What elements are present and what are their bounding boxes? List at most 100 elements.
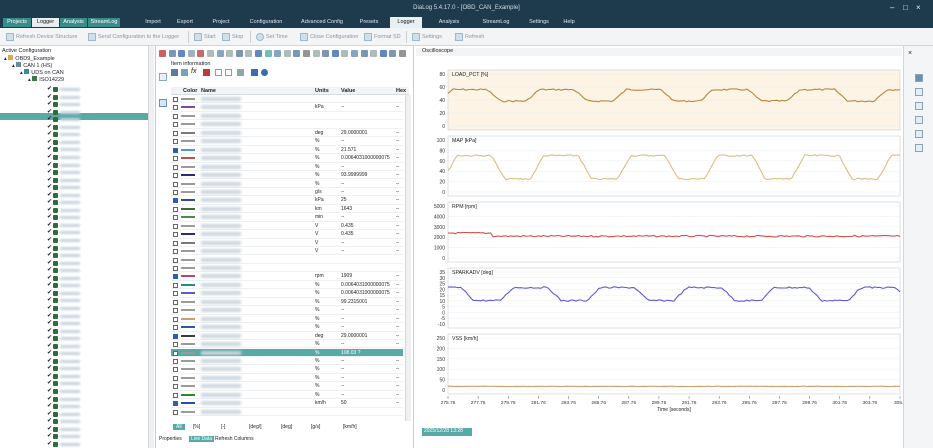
table-row[interactable]: V 0.435 -- <box>171 230 403 239</box>
checkbox-checked-icon[interactable]: ✔ <box>47 274 53 281</box>
color-swatch[interactable] <box>181 410 195 413</box>
close-config-button[interactable]: Close Configuration <box>300 32 358 42</box>
checkbox-checked-icon[interactable]: ✔ <box>47 123 53 130</box>
checkbox-checked-icon[interactable]: ✔ <box>47 320 53 327</box>
color-swatch[interactable] <box>181 114 195 117</box>
table-row[interactable]: V -- -- <box>171 247 403 256</box>
color-swatch[interactable] <box>181 165 195 168</box>
color-swatch[interactable] <box>181 376 195 379</box>
menu-advanced-config[interactable]: Advanced Config <box>301 19 343 25</box>
row-checkbox[interactable] <box>173 342 178 348</box>
checkbox-checked-icon[interactable]: ✔ <box>47 297 53 304</box>
menu-logger[interactable]: Logger <box>390 17 422 28</box>
menu-help[interactable]: Help <box>563 19 575 25</box>
checkbox-checked-icon[interactable]: ✔ <box>47 146 53 153</box>
settings-button[interactable]: Settings <box>412 32 442 42</box>
tree-leaf-item[interactable]: ✔ <box>47 169 80 176</box>
tree-leaf-item[interactable]: ✔ <box>47 86 80 93</box>
tree-leaf-item[interactable]: ✔ <box>47 237 80 244</box>
color-swatch[interactable] <box>181 359 195 362</box>
tree-leaf-item[interactable]: ✔ <box>47 320 80 327</box>
checkbox-checked-icon[interactable]: ✔ <box>47 425 53 432</box>
color-swatch[interactable] <box>181 233 195 236</box>
toolbar-icon[interactable] <box>197 50 205 57</box>
tree-leaf-item[interactable]: ✔ <box>47 418 80 425</box>
workspace-tab-analysis[interactable]: Analysis <box>60 18 87 27</box>
checkbox-checked-icon[interactable]: ✔ <box>47 184 53 191</box>
checkbox-checked-icon[interactable]: ✔ <box>47 365 53 372</box>
checkbox-checked-icon[interactable]: ✔ <box>47 440 53 447</box>
row-checkbox[interactable] <box>173 147 178 153</box>
row-checkbox[interactable] <box>173 266 178 271</box>
table-row[interactable]: % 0.0064031000000075 -- <box>171 289 403 298</box>
checkbox-checked-icon[interactable]: ✔ <box>47 403 53 410</box>
row-checkbox[interactable] <box>173 282 178 288</box>
tree-leaf-item[interactable]: ✔ <box>47 146 80 153</box>
color-swatch[interactable] <box>181 300 195 303</box>
tree-leaf-item[interactable]: ✔ <box>47 116 80 123</box>
workspace-tab-projects[interactable]: Projects <box>3 18 31 27</box>
table-row[interactable]: kPa 25 -- <box>171 196 403 205</box>
maximize-button[interactable]: □ <box>903 3 908 12</box>
checkbox-checked-icon[interactable]: ✔ <box>47 131 53 138</box>
tree-leaf-item[interactable]: ✔ <box>47 380 80 387</box>
tree-leaf-item[interactable]: ✔ <box>47 440 80 448</box>
row-checkbox[interactable] <box>173 291 178 297</box>
columns-icon[interactable] <box>225 69 232 76</box>
color-swatch[interactable] <box>181 123 195 126</box>
color-swatch[interactable] <box>181 157 195 160</box>
checkbox-checked-icon[interactable]: ✔ <box>47 372 53 379</box>
col-units[interactable]: Units <box>315 88 329 94</box>
tree-leaf-item[interactable]: ✔ <box>47 274 80 282</box>
grid-icon[interactable] <box>215 69 222 76</box>
checkbox-checked-icon[interactable]: ✔ <box>47 93 53 100</box>
row-checkbox[interactable] <box>173 130 178 136</box>
add-icon[interactable] <box>171 69 178 76</box>
table-row[interactable]: % 0.0064031000000075 -- <box>171 154 403 163</box>
color-swatch[interactable] <box>181 275 195 278</box>
table-row[interactable] <box>171 408 403 417</box>
save-icon[interactable] <box>251 69 258 76</box>
table-row[interactable]: % -- -- <box>171 306 403 315</box>
tree-leaf-item[interactable]: ✔ <box>47 139 80 146</box>
tree-leaf-item[interactable]: ✔ <box>47 222 80 229</box>
color-swatch[interactable] <box>181 199 195 202</box>
row-checkbox[interactable] <box>173 139 178 145</box>
row-checkbox[interactable] <box>173 257 178 263</box>
checkbox-checked-icon[interactable]: ✔ <box>47 244 53 251</box>
color-swatch[interactable] <box>181 207 195 210</box>
toolbar-icon[interactable] <box>235 50 243 57</box>
row-checkbox[interactable] <box>173 274 178 280</box>
checkbox-checked-icon[interactable]: ✔ <box>47 410 53 417</box>
table-row[interactable]: km 1643 -- <box>171 205 403 214</box>
color-swatch[interactable] <box>181 258 195 261</box>
color-swatch[interactable] <box>181 140 195 143</box>
color-swatch[interactable] <box>181 402 195 405</box>
tree-leaf-item[interactable]: ✔ <box>47 244 80 252</box>
color-swatch[interactable] <box>181 393 195 396</box>
table-row[interactable]: % 0.0064031000000075 -- <box>171 281 403 290</box>
color-swatch[interactable] <box>181 98 195 100</box>
start-button[interactable]: Start <box>194 32 216 42</box>
color-swatch[interactable] <box>181 317 195 320</box>
toolbar-icon[interactable] <box>245 50 253 57</box>
tree-leaf-item[interactable]: ✔ <box>47 388 80 395</box>
checkbox-checked-icon[interactable]: ✔ <box>47 153 53 160</box>
tree-leaf-item[interactable]: ✔ <box>47 297 80 304</box>
row-checkbox[interactable] <box>173 409 178 415</box>
tree-leaf-item[interactable]: ✔ <box>47 365 80 372</box>
row-checkbox[interactable] <box>173 232 178 238</box>
table-row[interactable]: kPa -- -- <box>171 103 403 112</box>
tree-leaf-item[interactable]: ✔ <box>47 101 80 108</box>
stop-button[interactable]: Stop <box>222 32 243 42</box>
tree-leaf-item[interactable]: ✔ <box>47 313 80 320</box>
row-checkbox[interactable] <box>173 392 178 398</box>
row-checkbox[interactable] <box>173 198 178 204</box>
table-row[interactable]: % -- -- <box>171 323 403 332</box>
checkbox-checked-icon[interactable]: ✔ <box>47 395 53 402</box>
row-checkbox[interactable] <box>173 308 178 314</box>
color-swatch[interactable] <box>181 190 195 193</box>
tree-leaf-item[interactable]: ✔ <box>47 282 80 289</box>
table-row[interactable]: % -- -- <box>171 374 403 383</box>
